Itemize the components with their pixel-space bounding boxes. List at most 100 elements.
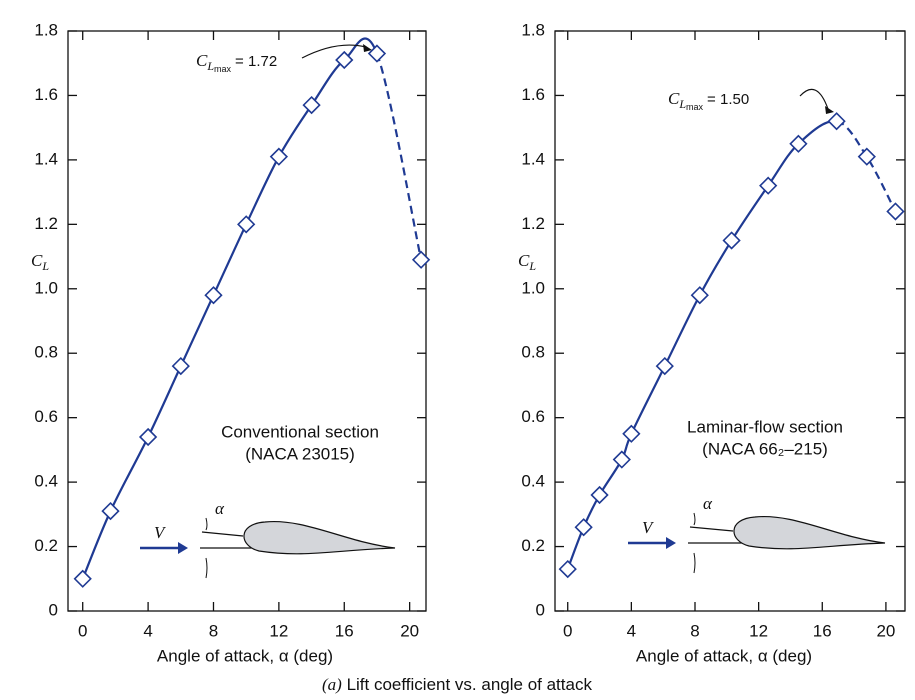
annotation-main: C: [196, 51, 208, 70]
data-point: [367, 44, 387, 63]
flow-label: V: [642, 518, 655, 537]
data-point: [789, 134, 808, 153]
angle-arrow: [693, 552, 696, 574]
fit-curve: [81, 37, 378, 580]
y-label-main: C: [31, 251, 43, 270]
annotation-sub: L: [678, 97, 686, 111]
y-label-main: C: [518, 251, 530, 270]
y-tick-label: 1.2: [521, 214, 545, 233]
data-point: [622, 424, 641, 443]
y-axis-label: CL: [518, 251, 536, 273]
incidence-line: [201, 531, 244, 537]
flow-arrow-head: [666, 537, 676, 549]
y-tick-label: 0.4: [521, 472, 545, 491]
x-tick-label: 4: [143, 621, 152, 640]
data-point: [411, 250, 431, 269]
caption-text: Lift coefficient vs. angle of attack: [347, 675, 593, 694]
data-point: [722, 231, 741, 250]
x-tick-label: 0: [563, 621, 572, 640]
angle-arrow: [205, 517, 208, 531]
data-point: [237, 215, 256, 234]
annotation: CLmax = 1.72: [196, 51, 277, 74]
data-point: [302, 95, 321, 115]
incidence-line: [689, 526, 734, 532]
angle-label: α: [215, 499, 225, 518]
y-tick-label: 0: [49, 600, 58, 619]
annotation-rest: = 1.72: [235, 53, 277, 70]
annotation-arrow: [799, 88, 829, 110]
data-point: [335, 50, 354, 70]
x-tick-label: 8: [690, 621, 699, 640]
data-point: [204, 286, 223, 305]
y-tick-label: 0.2: [521, 536, 545, 555]
plot-frame: [554, 30, 906, 612]
y-tick-label: 1.4: [521, 149, 545, 168]
y-tick-label: 0.8: [34, 343, 58, 362]
caption: (a) Lift coefficient vs. angle of attack: [322, 675, 592, 695]
y-tick-label: 1.0: [521, 278, 545, 297]
y-tick-label: 0.2: [34, 536, 58, 555]
data-point: [558, 559, 577, 579]
y-label-sub: L: [41, 259, 49, 273]
y-tick-label: 1.0: [34, 278, 58, 297]
annotation: CLmax = 1.50: [668, 89, 749, 112]
plot-frame: [67, 30, 427, 612]
data-point: [857, 147, 876, 166]
data-point: [73, 569, 92, 588]
x-tick-label: 4: [627, 621, 636, 640]
y-tick-label: 1.2: [34, 214, 58, 233]
y-tick-label: 0.6: [34, 407, 58, 426]
y-tick-label: 1.6: [521, 85, 545, 104]
flow-arrow-head: [178, 542, 188, 554]
data-point: [827, 112, 846, 131]
y-tick-label: 0.4: [34, 472, 58, 491]
x-tick-label: 12: [269, 621, 288, 640]
section-label: Laminar-flow section: [687, 417, 843, 436]
annotation-rest: = 1.50: [707, 91, 749, 108]
flow-label: V: [154, 523, 167, 542]
caption-label: (a): [322, 675, 342, 694]
section-label: Conventional section: [221, 422, 379, 441]
y-tick-label: 0.6: [521, 407, 545, 426]
data-point: [590, 485, 609, 505]
annotation-sub: L: [206, 59, 214, 73]
airfoil: [733, 515, 886, 550]
y-tick-label: 1.4: [34, 149, 58, 168]
data-point: [101, 501, 120, 521]
y-tick-label: 0: [536, 600, 545, 619]
x-tick-label: 20: [876, 621, 895, 640]
angle-label: α: [703, 494, 713, 513]
x-tick-label: 20: [400, 621, 419, 640]
x-tick-label: 16: [813, 621, 832, 640]
x-axis-label: Angle of attack, α (deg): [157, 646, 333, 665]
data-point: [612, 450, 631, 469]
y-axis-label: CL: [31, 251, 49, 273]
section-code: (NACA 23015): [245, 444, 355, 463]
angle-arrow: [693, 512, 696, 526]
annotation-subsub: max: [686, 102, 704, 112]
y-tick-label: 0.8: [521, 343, 545, 362]
y-tick-label: 1.8: [521, 20, 545, 39]
x-tick-label: 16: [335, 621, 354, 640]
data-point: [171, 356, 190, 376]
data-point: [138, 427, 158, 447]
annotation-subsub: max: [214, 64, 232, 74]
x-tick-label: 0: [78, 621, 87, 640]
x-axis-label: Angle of attack, α (deg): [636, 646, 812, 665]
arrow-head: [825, 106, 834, 114]
arrow-head: [363, 44, 372, 52]
x-tick-label: 12: [749, 621, 768, 640]
data-point: [574, 518, 593, 537]
y-tick-label: 1.6: [34, 85, 58, 104]
data-point: [886, 202, 905, 221]
data-point: [655, 356, 674, 376]
data-point: [690, 286, 709, 305]
annotation-arrow: [301, 44, 367, 59]
section-code: (NACA 66₂–215): [702, 439, 828, 458]
y-tick-label: 1.8: [34, 20, 58, 39]
x-tick-label: 8: [209, 621, 218, 640]
angle-arrow: [205, 557, 208, 579]
annotation-main: C: [668, 89, 680, 108]
